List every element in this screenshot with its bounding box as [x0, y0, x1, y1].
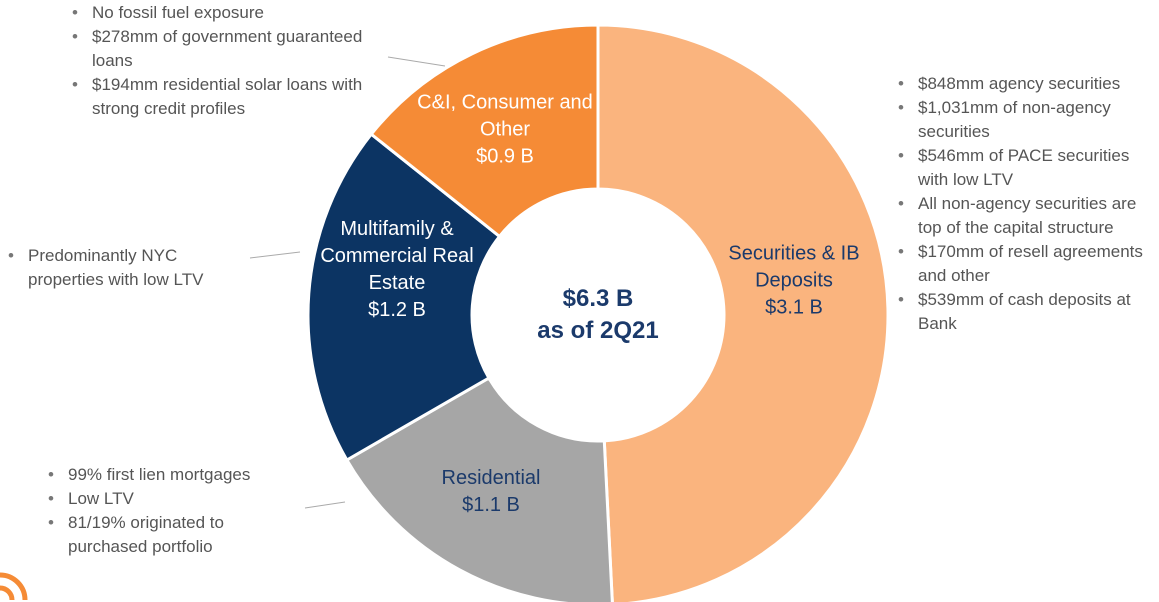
connectors [249, 56, 446, 509]
category-name: Multifamily & Commercial Real Estate [320, 218, 474, 294]
logo [0, 572, 28, 601]
annotation-item: 99% first lien mortgages [48, 463, 308, 487]
value-label: $0.9 B [476, 145, 534, 168]
slice-label: Securities & IB Deposits $3.1 B [719, 241, 869, 322]
slice [596, 23, 890, 602]
value-label: $1.2 B [368, 299, 426, 321]
center-date: as of 2Q21 [537, 317, 659, 344]
category-name: Residential [441, 467, 541, 489]
annotation-item: $539mm of cash deposits at Bank [898, 288, 1158, 336]
annotation-list: $848mm agency securities$1,031mm of non-… [898, 72, 1158, 336]
logo-arc [0, 585, 15, 601]
annotation-item: $278mm of government guaranteed loans [72, 25, 382, 73]
slice-label: C&I, Consumer and Other $0.9 B [415, 90, 595, 171]
value-label: $1.1 B [462, 494, 520, 516]
annotation-list: No fossil fuel exposure$278mm of governm… [72, 1, 382, 121]
slice [306, 132, 502, 463]
slice-label: Residential $1.1 B [411, 465, 571, 519]
value-label: $3.1 B [765, 296, 823, 319]
slice [344, 375, 614, 602]
annotation-item: $1,031mm of non-agency securities [898, 96, 1158, 144]
annotation-item: $848mm agency securities [898, 72, 1158, 96]
category-name: C&I, Consumer and Other [417, 91, 593, 141]
category-name: Securities & IB Deposits [728, 242, 860, 292]
annotation-item: Low LTV [48, 487, 308, 511]
annotation-item: No fossil fuel exposure [72, 1, 382, 25]
center-total: $6.3 B [562, 285, 634, 312]
center-label: $6.3 B as of 2Q21 [537, 283, 658, 347]
logo-arc [0, 572, 28, 601]
slice [369, 23, 600, 239]
annotation-item: $194mm residential solar loans with stro… [72, 73, 382, 121]
slice-label: Multifamily & Commercial Real Estate $1.2… [317, 216, 477, 324]
annotation-item: 81/19% originated to purchased portfolio [48, 511, 308, 559]
connector [387, 56, 446, 67]
annotation-item: $546mm of PACE securities with low LTV [898, 144, 1158, 192]
annotation-list: Predominantly NYC properties with low LT… [8, 244, 248, 292]
connector [304, 501, 346, 509]
connector [249, 251, 301, 259]
annotation-list: 99% first lien mortgagesLow LTV81/19% or… [48, 463, 308, 559]
annotation-item: All non-agency securities are top of the… [898, 192, 1158, 240]
annotation-item: $170mm of resell agreements and other [898, 240, 1158, 288]
annotation-item: Predominantly NYC properties with low LT… [8, 244, 248, 292]
